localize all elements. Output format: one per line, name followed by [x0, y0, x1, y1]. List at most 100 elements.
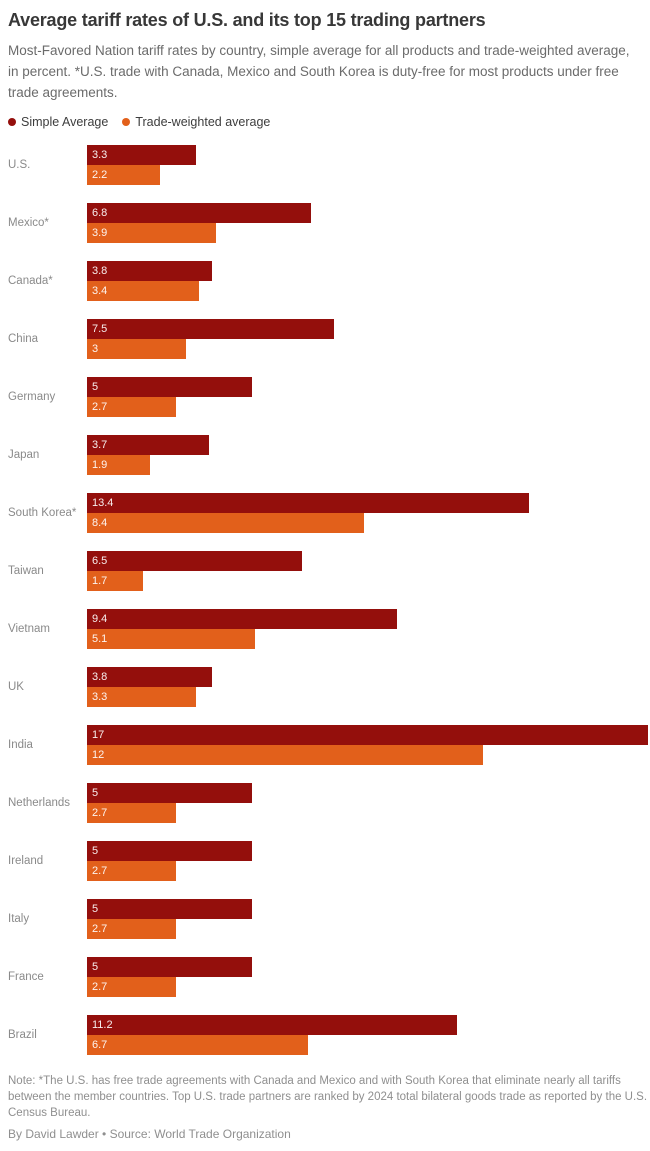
trade-weighted-average-bar: 1.7 — [87, 571, 144, 591]
bar-value-label: 2.7 — [92, 401, 108, 413]
bar-row: France 5 2.7 — [8, 957, 648, 997]
simple-average-bar: 3.8 — [87, 667, 213, 687]
bar-value-label: 3 — [92, 343, 99, 355]
legend: Simple Average Trade-weighted average — [8, 115, 648, 129]
country-label: Germany — [8, 390, 56, 403]
country-label: Vietnam — [8, 622, 50, 635]
bar-row: U.S. 3.3 2.2 — [8, 145, 648, 185]
bar-row: Ireland 5 2.7 — [8, 841, 648, 881]
legend-dot-icon — [8, 118, 16, 126]
trade-weighted-average-bar: 2.2 — [87, 165, 160, 185]
country-label: Mexico* — [8, 216, 49, 229]
legend-label: Trade-weighted average — [135, 115, 271, 129]
bar-value-label: 11.2 — [92, 1019, 113, 1031]
legend-item-simple-average: Simple Average — [8, 115, 108, 129]
bar-value-label: 3.8 — [92, 265, 108, 277]
simple-average-bar: 5 — [87, 899, 252, 919]
bar-row: India 17 12 — [8, 725, 648, 765]
bar-row: Japan 3.7 1.9 — [8, 435, 648, 475]
bar-pair: 5 2.7 — [87, 957, 648, 997]
bar-value-label: 2.2 — [92, 169, 108, 181]
bar-pair: 17 12 — [87, 725, 648, 765]
bar-value-label: 2.7 — [92, 923, 108, 935]
bar-pair: 6.5 1.7 — [87, 551, 648, 591]
trade-weighted-average-bar: 3.3 — [87, 687, 196, 707]
bar-value-label: 3.3 — [92, 691, 108, 703]
bar-row: Italy 5 2.7 — [8, 899, 648, 939]
bar-pair: 5 2.7 — [87, 899, 648, 939]
bar-value-label: 1.9 — [92, 459, 108, 471]
country-label: Ireland — [8, 854, 44, 867]
bar-value-label: 3.7 — [92, 439, 108, 451]
country-label: Japan — [8, 448, 40, 461]
bar-pair: 3.3 2.2 — [87, 145, 648, 185]
trade-weighted-average-bar: 2.7 — [87, 397, 177, 417]
simple-average-bar: 5 — [87, 783, 252, 803]
trade-weighted-average-bar: 2.7 — [87, 861, 177, 881]
country-label: South Korea* — [8, 506, 77, 519]
trade-weighted-average-bar: 3 — [87, 339, 186, 359]
bar-value-label: 1.7 — [92, 575, 108, 587]
simple-average-bar: 3.8 — [87, 261, 213, 281]
byline: By David Lawder • Source: World Trade Or… — [8, 1127, 291, 1141]
bar-value-label: 12 — [92, 749, 105, 761]
bar-pair: 3.8 3.3 — [87, 667, 648, 707]
bar-value-label: 8.4 — [92, 517, 108, 529]
bar-value-label: 17 — [92, 729, 105, 741]
bar-value-label: 6.8 — [92, 207, 108, 219]
bar-value-label: 13.4 — [92, 497, 114, 509]
chart-title: Average tariff rates of U.S. and its top… — [8, 10, 486, 30]
simple-average-bar: 7.5 — [87, 319, 335, 339]
chart-subtitle: Most-Favored Nation tariff rates by coun… — [8, 43, 630, 100]
simple-average-bar: 5 — [87, 377, 252, 397]
bar-row: Brazil 11.2 6.7 — [8, 1015, 648, 1055]
bar-chart: U.S. 3.3 2.2 Mexico* 6.8 3.9 Canada* 3.8 3.4 Chin… — [8, 145, 648, 1055]
bar-value-label: 3.9 — [92, 227, 108, 239]
bar-row: Canada* 3.8 3.4 — [8, 261, 648, 301]
bar-pair: 11.2 6.7 — [87, 1015, 648, 1055]
bar-pair: 6.8 3.9 — [87, 203, 648, 243]
bar-value-label: 6.7 — [92, 1039, 108, 1051]
bar-row: Netherlands 5 2.7 — [8, 783, 648, 823]
bar-value-label: 5.1 — [92, 633, 108, 645]
bar-row: Taiwan 6.5 1.7 — [8, 551, 648, 591]
bar-value-label: 2.7 — [92, 981, 108, 993]
legend-dot-icon — [122, 118, 131, 126]
bar-pair: 13.4 8.4 — [87, 493, 648, 533]
country-label: France — [8, 970, 44, 983]
bar-value-label: 3.4 — [92, 285, 108, 297]
bar-row: Germany 5 2.7 — [8, 377, 648, 417]
bar-pair: 9.4 5.1 — [87, 609, 648, 649]
bar-value-label: 5 — [92, 787, 99, 799]
simple-average-bar: 5 — [87, 957, 252, 977]
bar-value-label: 5 — [92, 903, 99, 915]
bar-value-label: 3.3 — [92, 149, 108, 161]
trade-weighted-average-bar: 12 — [87, 745, 483, 765]
trade-weighted-average-bar: 3.9 — [87, 223, 216, 243]
simple-average-bar: 11.2 — [87, 1015, 457, 1035]
country-label: Brazil — [8, 1028, 37, 1041]
simple-average-bar: 6.5 — [87, 551, 302, 571]
bar-value-label: 2.7 — [92, 807, 108, 819]
bar-row: UK 3.8 3.3 — [8, 667, 648, 707]
bar-pair: 5 2.7 — [87, 783, 648, 823]
simple-average-bar: 17 — [87, 725, 648, 745]
footnote: Note: *The U.S. has free trade agreement… — [8, 1075, 648, 1119]
bar-value-label: 3.8 — [92, 671, 108, 683]
simple-average-bar: 3.7 — [87, 435, 210, 455]
bar-value-label: 9.4 — [92, 613, 108, 625]
trade-weighted-average-bar: 6.7 — [87, 1035, 309, 1055]
simple-average-bar: 13.4 — [87, 493, 530, 513]
trade-weighted-average-bar: 2.7 — [87, 803, 177, 823]
bar-value-label: 2.7 — [92, 865, 108, 877]
trade-weighted-average-bar: 3.4 — [87, 281, 200, 301]
bar-row: Vietnam 9.4 5.1 — [8, 609, 648, 649]
bar-value-label: 7.5 — [92, 323, 108, 335]
bar-value-label: 5 — [92, 961, 99, 973]
bar-row: China 7.5 3 — [8, 319, 648, 359]
simple-average-bar: 9.4 — [87, 609, 398, 629]
country-label: Italy — [8, 912, 30, 925]
country-label: UK — [8, 680, 24, 693]
legend-item-trade-weighted-average: Trade-weighted average — [122, 115, 270, 129]
